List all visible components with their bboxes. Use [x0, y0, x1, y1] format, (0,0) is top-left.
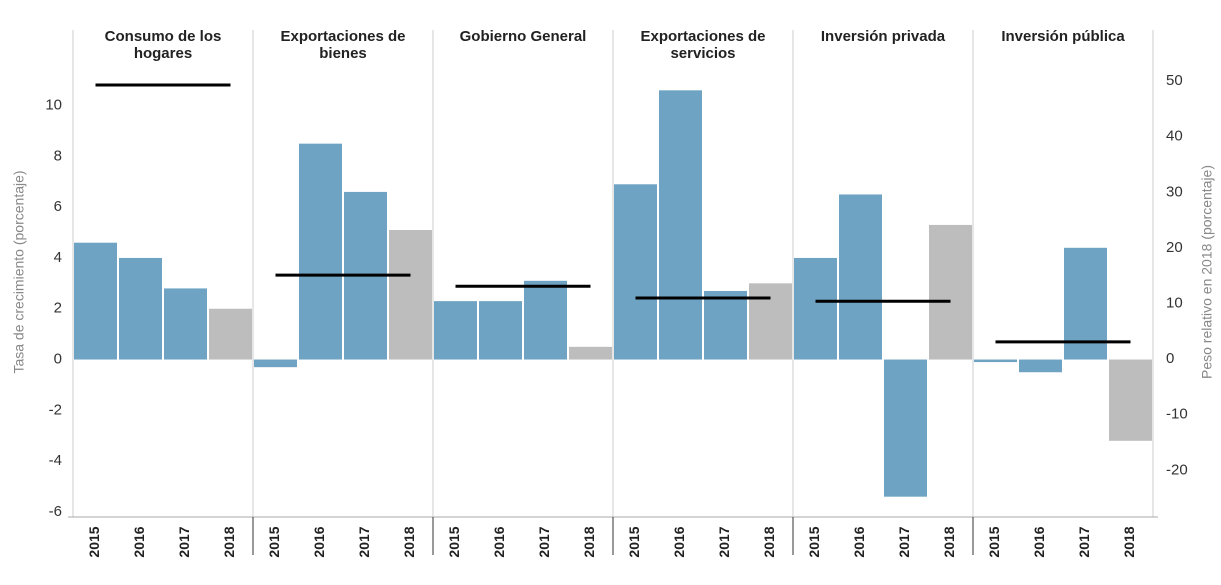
x-tick-label: 2017: [1076, 526, 1092, 557]
bar: [164, 288, 207, 360]
x-tick-label: 2015: [806, 526, 822, 557]
y2-tick-label: 30: [1166, 183, 1183, 200]
x-tick-label: 2018: [401, 526, 417, 557]
bar: [254, 359, 297, 368]
y2-tick-label: -20: [1166, 461, 1188, 478]
panel-title: Inversión pública: [1001, 28, 1125, 45]
bar: [884, 359, 927, 497]
x-tick-label: 2018: [941, 526, 957, 557]
x-tick-label: 2015: [986, 526, 1002, 557]
bar: [389, 230, 432, 360]
bar: [434, 301, 477, 360]
bar: [1019, 359, 1062, 373]
y-tick-label: 10: [45, 97, 62, 114]
panel-title: Exportaciones de servicios: [640, 28, 766, 62]
x-tick-label: 2018: [221, 526, 237, 557]
x-tick-label: 2017: [716, 526, 732, 557]
y-axis-label: Tasa de crecimiento (porcentaje): [11, 170, 27, 373]
x-tick-label: 2015: [266, 526, 282, 557]
x-tick-label: 2016: [491, 526, 507, 557]
y-tick-label: -6: [49, 503, 62, 520]
y2-tick-label: 20: [1166, 239, 1183, 256]
y2-tick-label: 10: [1166, 294, 1183, 311]
x-tick-label: 2017: [356, 526, 372, 557]
bar: [794, 257, 837, 360]
bar: [749, 283, 792, 360]
y-tick-label: 6: [54, 198, 62, 215]
panel-title: Inversión privada: [820, 28, 946, 45]
y2-tick-label: 0: [1166, 350, 1174, 367]
panel-title: Consumo de los hogares: [104, 28, 222, 62]
y-tick-label: -4: [49, 452, 62, 469]
bar: [974, 359, 1017, 363]
bar: [119, 257, 162, 360]
x-tick-label: 2015: [86, 526, 102, 557]
y2-axis-label: Peso relativo en 2018 (porcentaje): [1199, 165, 1215, 379]
bar: [479, 301, 522, 360]
x-tick-label: 2016: [131, 526, 147, 557]
bar: [524, 280, 567, 360]
y2-tick-label: 40: [1166, 128, 1183, 145]
y-tick-label: 2: [54, 300, 62, 317]
x-tick-label: 2018: [761, 526, 777, 557]
x-tick-label: 2015: [446, 526, 462, 557]
panel-title: Exportaciones de bienes: [280, 28, 406, 62]
bar: [704, 290, 747, 360]
y-tick-label: -2: [49, 401, 62, 418]
bar: [299, 143, 342, 360]
x-tick-label: 2017: [176, 526, 192, 557]
y-tick-label: 8: [54, 147, 62, 164]
x-tick-label: 2018: [581, 526, 597, 557]
y2-tick-label: 50: [1166, 72, 1183, 89]
x-tick-label: 2016: [851, 526, 867, 557]
y-tick-label: 0: [54, 351, 62, 368]
x-tick-label: 2017: [896, 526, 912, 557]
y-tick-label: 4: [54, 249, 62, 266]
bar: [839, 194, 882, 360]
bar: [1109, 359, 1152, 441]
bar: [569, 346, 612, 360]
bar: [74, 242, 117, 360]
x-tick-label: 2017: [536, 526, 552, 557]
bar: [929, 224, 972, 360]
bar: [659, 90, 702, 360]
x-tick-label: 2016: [671, 526, 687, 557]
y2-tick-label: -10: [1166, 406, 1188, 423]
bar: [614, 184, 657, 360]
bar: [209, 308, 252, 360]
x-tick-label: 2015: [626, 526, 642, 557]
x-tick-label: 2016: [1031, 526, 1047, 557]
panel-title: Gobierno General: [459, 28, 587, 45]
x-tick-label: 2016: [311, 526, 327, 557]
x-tick-label: 2018: [1121, 526, 1137, 557]
